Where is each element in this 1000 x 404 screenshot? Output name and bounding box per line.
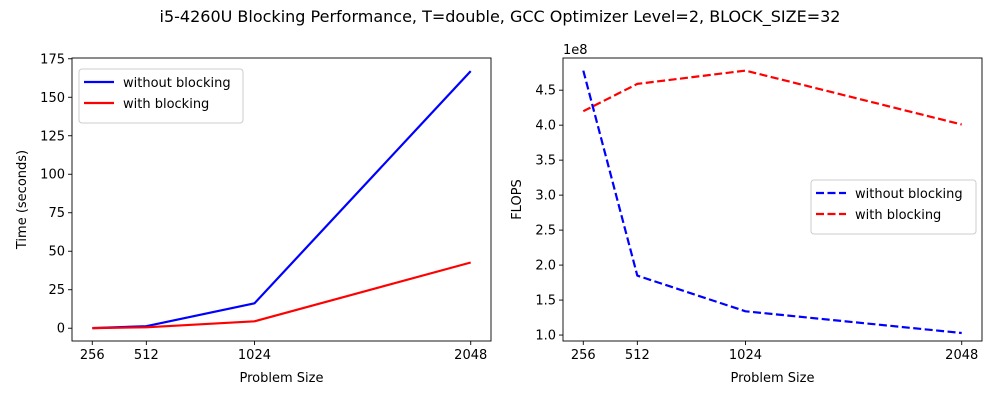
y-tick-label: 125 [40,129,65,144]
y-tick-label: 25 [48,283,65,298]
y-tick-label: 3.5 [535,154,556,169]
legend-label: with blocking [855,208,941,223]
legend: without blocking with blocking [78,68,244,124]
time-chart: 256 512 1024 2048 0 25 50 75 100 125 150 175 Problem… [15,52,492,386]
x-axis-label: Problem Size [240,371,324,386]
x-tick-label: 256 [571,348,596,363]
y-tick-label: 1.5 [535,294,556,309]
legend-frame [78,68,244,124]
legend: without blocking with blocking [810,179,977,235]
axes-frame [71,57,492,342]
legend-label: without blocking [855,187,963,202]
figure-title: i5-4260U Blocking Performance, T=double,… [160,7,841,27]
y-tick-label: 75 [48,206,65,221]
x-tick-label: 512 [625,348,650,363]
flops-chart: 256 512 1024 2048 1.0 1.5 2.0 2.5 3.0 3.5 4.0 4.5 1e… [510,43,983,386]
y-axis-label: Time (seconds) [15,150,30,250]
axes-frame [562,57,983,342]
y-tick-label: 175 [40,52,65,67]
x-tick-label: 2048 [945,348,978,363]
series-line-with-blocking [92,261,471,330]
x-tick-label: 1024 [238,348,271,363]
x-tick-label: 2048 [454,348,487,363]
y-tick-label: 150 [40,91,65,106]
legend-label: without blocking [123,76,231,91]
legend-label: with blocking [123,97,209,112]
y-tick-label: 0 [57,322,65,337]
x-tick-label: 256 [80,348,105,363]
y-tick-label: 1.0 [535,329,556,344]
y-tick-label: 3.0 [535,189,556,204]
x-tick-label: 512 [134,348,159,363]
x-tick-label: 1024 [729,348,762,363]
y-tick-label: 4.0 [535,119,556,134]
series-line-with-blocking [582,69,962,126]
series-line-without-blocking [582,70,962,335]
x-axis-label: Problem Size [731,371,815,386]
legend-frame [810,179,977,235]
y-tick-label: 100 [40,168,65,183]
y-tick-label: 50 [48,245,65,260]
y-offset-text: 1e8 [563,43,588,58]
y-tick-label: 4.5 [535,84,556,99]
y-axis-label: FLOPS [510,179,525,220]
y-tick-label: 2.0 [535,259,556,274]
y-tick-label: 2.5 [535,224,556,239]
